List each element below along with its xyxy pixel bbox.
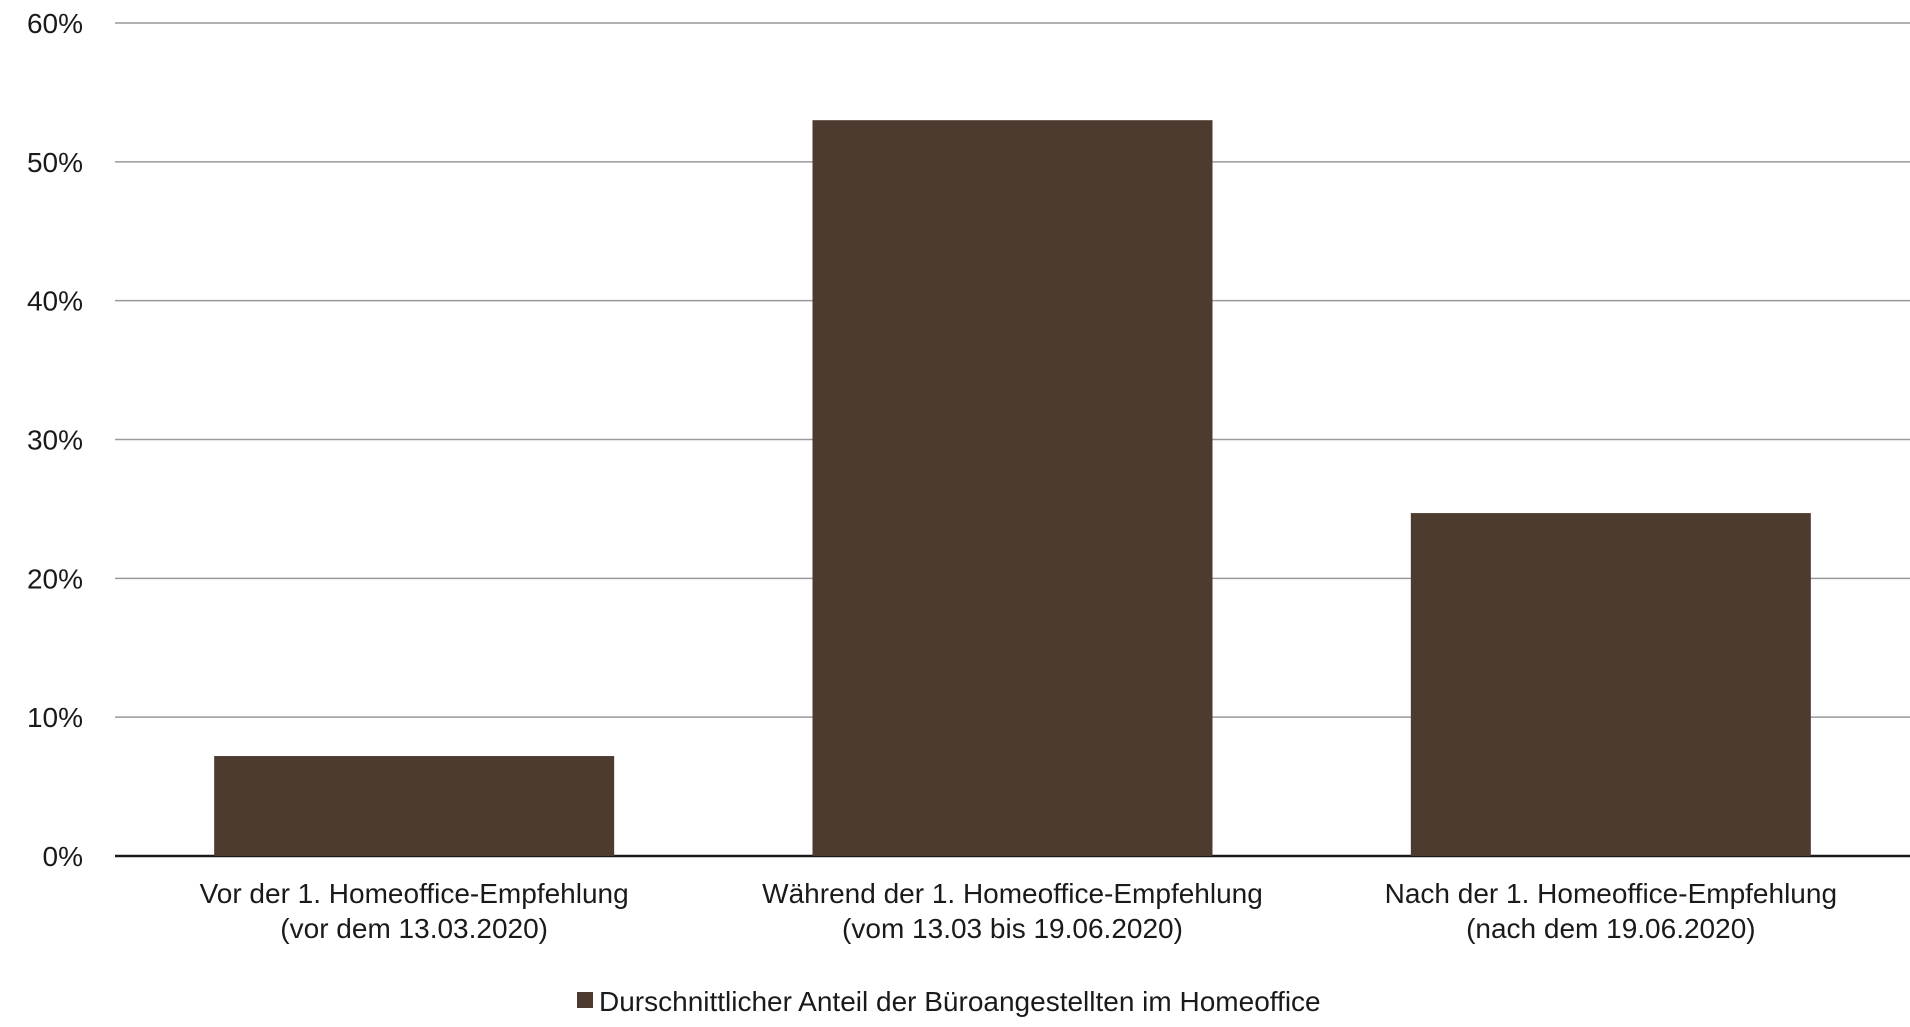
x-category-label: Nach der 1. Homeoffice-Empfehlung (nach d…	[1385, 878, 1837, 944]
y-tick-label: 50%	[27, 147, 83, 178]
legend-swatch	[577, 992, 593, 1008]
y-tick-label: 20%	[27, 563, 83, 594]
x-category-label-line: Während der 1. Homeoffice-Empfehlung	[762, 878, 1263, 909]
x-category-label-line: Vor der 1. Homeoffice-Empfehlung	[200, 878, 629, 909]
bar	[214, 756, 615, 856]
bar	[812, 120, 1213, 856]
bar	[1410, 513, 1811, 856]
x-category-label-line: (nach dem 19.06.2020)	[1466, 913, 1756, 944]
x-category-label-line: (vom 13.03 bis 19.06.2020)	[842, 913, 1183, 944]
y-tick-label: 10%	[27, 702, 83, 733]
x-category-label-line: Nach der 1. Homeoffice-Empfehlung	[1385, 878, 1837, 909]
legend-label: Durschnittlicher Anteil der Büroangestel…	[599, 986, 1321, 1017]
x-category-label: Vor der 1. Homeoffice-Empfehlung (vor dem…	[200, 878, 629, 944]
bars	[214, 120, 1811, 856]
y-tick-label: 30%	[27, 425, 83, 456]
legend: Durschnittlicher Anteil der Büroangestel…	[577, 986, 1321, 1017]
x-category-label-line: (vor dem 13.03.2020)	[280, 913, 548, 944]
y-tick-label: 60%	[27, 8, 83, 39]
y-tick-label: 0%	[43, 841, 83, 872]
x-category-label: Während der 1. Homeoffice-Empfehlung (vom…	[762, 878, 1263, 944]
y-tick-label: 40%	[27, 286, 83, 317]
y-axis-tick-labels: 0% 10% 20% 30% 40% 50% 60%	[27, 8, 83, 872]
x-axis-category-labels: Vor der 1. Homeoffice-Empfehlung (vor dem…	[200, 878, 1837, 944]
